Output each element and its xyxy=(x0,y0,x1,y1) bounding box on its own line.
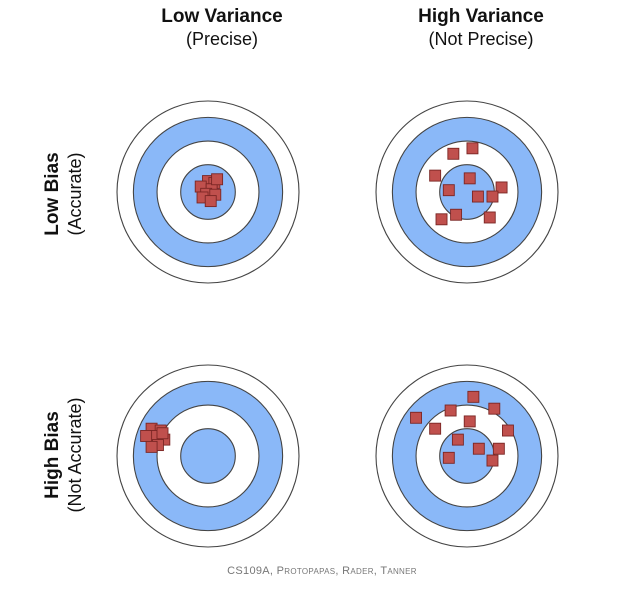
column-title: Low Variance xyxy=(161,6,283,27)
column-title: High Variance xyxy=(418,6,544,27)
hit-marker xyxy=(486,190,499,203)
hit-marker xyxy=(463,172,476,185)
hit-marker xyxy=(492,442,505,455)
target-high-bias-high-variance xyxy=(375,364,559,548)
target-low-bias-low-variance xyxy=(116,100,300,284)
hit-marker xyxy=(435,213,448,226)
column-header-low-variance: Low Variance (Precise) xyxy=(122,6,322,50)
target-high-bias-low-variance xyxy=(116,364,300,548)
hit-marker xyxy=(486,454,499,467)
hit-marker xyxy=(140,430,153,442)
hit-marker xyxy=(442,184,455,197)
target-ring-4 xyxy=(180,428,236,484)
column-header-high-variance: High Variance (Not Precise) xyxy=(381,6,581,50)
target-low-bias-high-variance xyxy=(375,100,559,284)
hit-marker xyxy=(444,404,457,417)
hit-marker xyxy=(467,390,480,403)
column-subtitle: (Precise) xyxy=(185,29,258,49)
hit-marker xyxy=(451,433,464,446)
hit-marker xyxy=(429,422,442,435)
hit-marker xyxy=(466,142,479,155)
hit-marker xyxy=(211,173,224,186)
hit-marker xyxy=(442,451,455,464)
hit-marker xyxy=(488,402,501,415)
hit-marker xyxy=(502,424,514,437)
hit-marker xyxy=(483,211,496,224)
hit-marker xyxy=(472,442,485,455)
credit-line: CS109A, Protopapas, Rader, Tanner xyxy=(227,565,417,577)
hit-marker xyxy=(471,190,484,203)
hit-marker xyxy=(156,427,169,440)
hit-marker xyxy=(410,411,422,424)
hit-marker xyxy=(463,415,476,428)
hit-marker xyxy=(204,195,217,208)
hit-marker xyxy=(450,208,463,221)
column-subtitle: (Not Precise) xyxy=(428,29,534,49)
hit-marker xyxy=(495,181,508,194)
hit-marker xyxy=(429,169,442,182)
hit-marker xyxy=(145,440,158,453)
hit-marker xyxy=(447,147,460,160)
